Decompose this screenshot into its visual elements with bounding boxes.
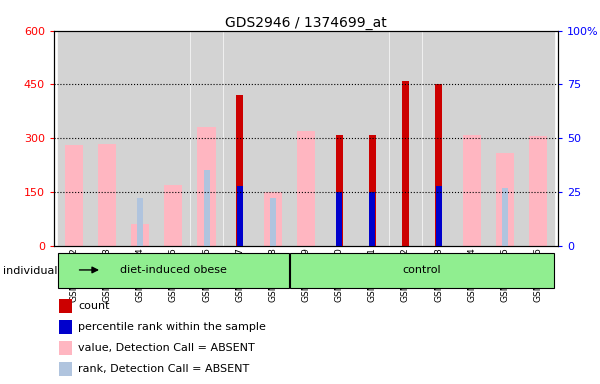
Bar [236,185,242,246]
Bar [59,299,71,313]
Bar [323,31,355,246]
Bar [456,31,488,246]
Bar [335,135,343,246]
Bar [164,185,182,246]
Bar [496,152,514,246]
Bar [197,127,215,246]
Bar [59,341,71,355]
Bar [224,31,256,246]
Bar [356,31,388,246]
Text: value, Detection Call = ABSENT: value, Detection Call = ABSENT [78,343,255,353]
Bar [264,192,282,246]
Bar [137,199,143,246]
Bar [58,31,90,246]
Text: percentile rank within the sample: percentile rank within the sample [78,322,266,332]
Bar [124,31,156,246]
Bar [59,320,71,334]
Text: count: count [78,301,110,311]
Bar [257,31,289,246]
Bar [290,31,322,246]
Bar [131,224,149,246]
Bar [402,81,409,246]
Title: GDS2946 / 1374699_at: GDS2946 / 1374699_at [225,16,387,30]
Bar [436,185,442,246]
Bar [236,95,244,246]
Bar [423,31,455,246]
Bar [157,31,189,246]
Bar [59,362,71,376]
Bar [91,31,123,246]
Bar [336,192,342,246]
Bar [502,188,508,246]
Text: control: control [403,265,442,275]
Bar [270,199,276,246]
FancyBboxPatch shape [290,253,554,288]
Bar [98,144,116,246]
Text: rank, Detection Call = ABSENT: rank, Detection Call = ABSENT [78,364,250,374]
Bar [370,192,376,246]
Bar [389,31,421,246]
Bar [368,135,376,246]
Bar [522,31,554,246]
Bar [297,131,315,246]
Bar [203,170,209,246]
Bar [435,84,442,246]
FancyBboxPatch shape [58,253,289,288]
Bar [529,136,547,246]
Bar [463,135,481,246]
Bar [65,146,83,246]
Text: individual: individual [3,266,58,276]
Text: diet-induced obese: diet-induced obese [120,265,227,275]
Bar [489,31,521,246]
Bar [191,31,223,246]
